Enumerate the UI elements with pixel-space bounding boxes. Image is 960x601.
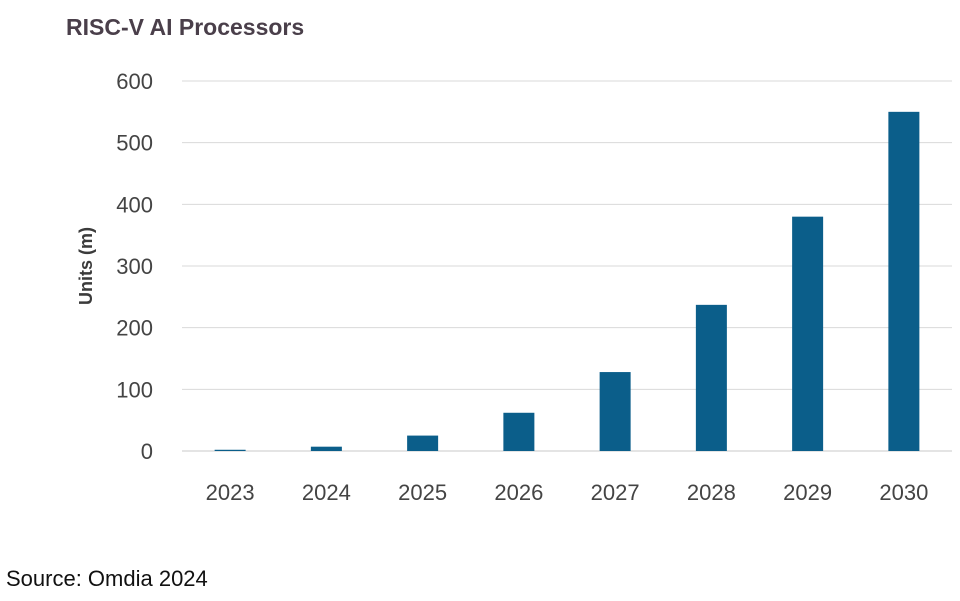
x-tick-label: 2024	[302, 480, 351, 505]
x-tick-label: 2027	[591, 480, 640, 505]
bar-2029	[792, 216, 824, 451]
x-tick-label: 2028	[687, 480, 736, 505]
y-tick-label: 600	[116, 69, 153, 94]
y-tick-label: 0	[141, 439, 153, 464]
y-axis-label: Units (m)	[76, 227, 96, 305]
bar-2024	[310, 446, 342, 451]
x-tick-label: 2025	[398, 480, 447, 505]
bar-2027	[599, 372, 631, 451]
y-tick-label: 200	[116, 316, 153, 341]
chart-title: RISC-V AI Processors	[66, 14, 305, 40]
x-tick-label: 2029	[783, 480, 832, 505]
bar-2025	[407, 435, 439, 451]
bar-2028	[695, 304, 727, 451]
bar-2030	[888, 111, 920, 451]
bar-2023	[214, 449, 246, 451]
y-tick-label: 400	[116, 192, 153, 217]
bar-2026	[503, 412, 535, 451]
y-tick-label: 300	[116, 254, 153, 279]
y-tick-label: 500	[116, 131, 153, 156]
y-tick-label: 100	[116, 377, 153, 402]
x-tick-label: 2023	[206, 480, 255, 505]
x-tick-label: 2026	[494, 480, 543, 505]
x-tick-label: 2030	[879, 480, 928, 505]
source-note: Source: Omdia 2024	[6, 566, 208, 591]
